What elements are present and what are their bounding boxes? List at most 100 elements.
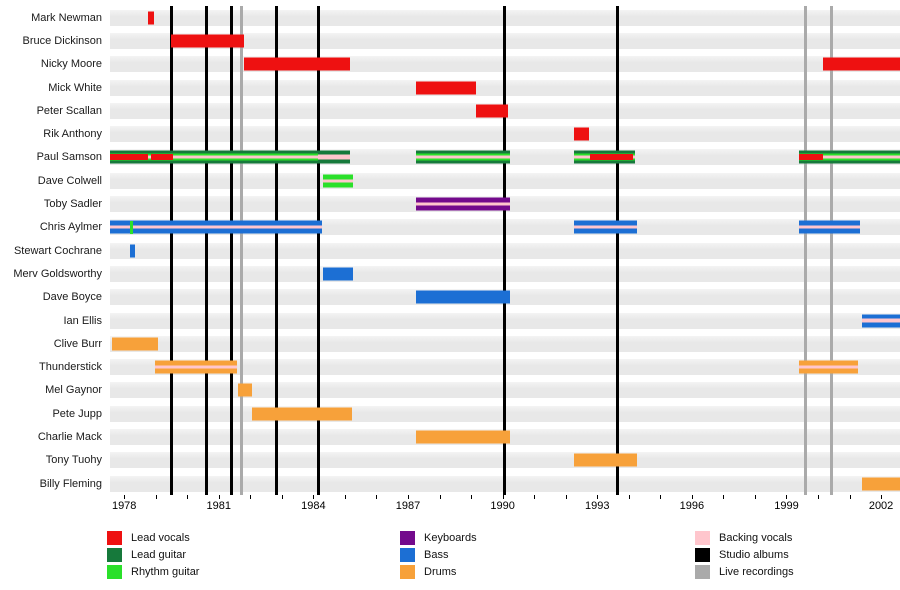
year-label: 1996 [679,500,705,512]
year-tick [344,495,346,499]
role-overlay-lead_vocals [799,153,823,160]
bar-stripe-backing_vocals [318,154,350,160]
year-tick [313,495,315,499]
legend-item: Lead guitar [107,548,199,562]
member-name: Mick White [48,81,102,94]
timeline-bar [110,220,323,234]
member-track [110,99,900,122]
bar-stripe-backing_vocals [573,225,638,229]
bar-stripe-keyboards [416,197,511,203]
member-name: Pete Jupp [52,407,102,420]
member-row: Dave Boyce [0,286,900,309]
bar-stripe-bass [130,244,136,258]
legend-item: Bass [400,548,477,562]
member-name: Thunderstick [39,361,102,374]
timeline-bar [416,430,511,444]
member-name: Peter Scallan [36,104,102,117]
bar-stripe-drums [861,477,900,491]
year-tick [565,495,567,499]
bar-stripe-backing_vocals [155,365,237,369]
bar-stripe-backing_vocals [110,225,323,229]
legend-label: Bass [424,549,449,561]
bar-stripe-backing_vocals [416,202,511,206]
year-label: 1984 [301,500,326,512]
timeline-bar [416,290,511,304]
timeline-bar [111,337,159,351]
legend-item: Lead vocals [107,531,199,545]
bar-stripe-rhythm_guitar [322,182,353,188]
timeline-bar [476,104,509,118]
bar-stripe-lead_vocals [573,127,590,141]
bar-stripe-lead_vocals [416,81,477,95]
bar-stripe-lead_guitar [416,150,511,154]
legend-item: Rhythm guitar [107,565,199,579]
member-row: Ian Ellis [0,309,900,332]
timeline-bar [110,150,319,164]
member-row: Mick White [0,76,900,99]
bar-stripe-drums [416,430,511,444]
member-name: Ian Ellis [63,314,102,327]
bar-stripe-lead_vocals [171,34,244,48]
member-name: Billy Fleming [39,477,102,490]
year-tick [660,495,662,499]
legend-item: Live recordings [695,565,794,579]
timeline-bar [238,383,252,397]
member-name: Merv Goldsworthy [13,267,102,280]
bar-stripe-rhythm_guitar [322,174,353,180]
bar-stripe-rhythm_guitar [416,158,511,161]
timeline-bar [573,220,638,234]
bar-stripe-drums [155,360,237,366]
studio-album-line [275,6,279,495]
legend-label: Live recordings [719,566,794,578]
member-track [110,122,900,145]
timeline-bar [573,127,590,141]
member-row: Chris Aylmer [0,216,900,239]
member-row: Bruce Dickinson [0,29,900,52]
member-track [110,76,900,99]
year-tick [534,495,536,499]
member-row: Charlie Mack [0,425,900,448]
bar-stripe-lead_guitar [799,160,900,164]
year-label: 1978 [111,500,137,512]
member-track [110,262,900,285]
member-track [110,216,900,239]
legend-swatch-live_recording [695,565,710,579]
member-name: Rik Anthony [43,128,102,141]
timeline-bar [861,314,900,327]
legend-label: Studio albums [719,549,789,561]
member-name: Charlie Mack [37,430,102,443]
timeline-bar [318,150,350,164]
bar-stripe-lead_vocals [243,57,350,71]
timeline-bar [861,477,900,491]
bar-stripe-bass [110,228,323,234]
member-name: Mark Newman [31,11,102,24]
bar-stripe-drums [238,383,252,397]
live-recording-line [829,6,833,495]
member-row: Paul Samson [0,146,900,169]
year-tick [155,495,157,499]
member-track [110,309,900,332]
timeline-bar [251,407,353,421]
bar-stripe-lead_vocals [822,57,900,71]
studio-album-line [615,6,619,495]
bar-stripe-drums [799,360,859,366]
bar-stripe-keyboards [416,205,511,211]
bar-stripe-lead_guitar [318,150,350,155]
member-track [110,379,900,402]
member-name: Dave Boyce [42,291,102,304]
legend-column: Backing vocals Studio albums Live recordin… [695,531,794,579]
year-tick [597,495,599,499]
studio-album-line [205,6,209,495]
member-name: Chris Aylmer [39,221,102,234]
legend-label: Keyboards [424,532,477,544]
timeline-bar [416,81,477,95]
year-tick [502,495,504,499]
bar-stripe-bass [861,322,900,327]
studio-album-line [170,6,174,495]
year-label: 1987 [395,500,421,512]
bar-stripe-bass [110,220,323,226]
member-name: Bruce Dickinson [22,34,102,47]
bar-stripe-drums [573,453,638,467]
member-name: Clive Burr [53,337,102,350]
year-tick [628,495,630,499]
